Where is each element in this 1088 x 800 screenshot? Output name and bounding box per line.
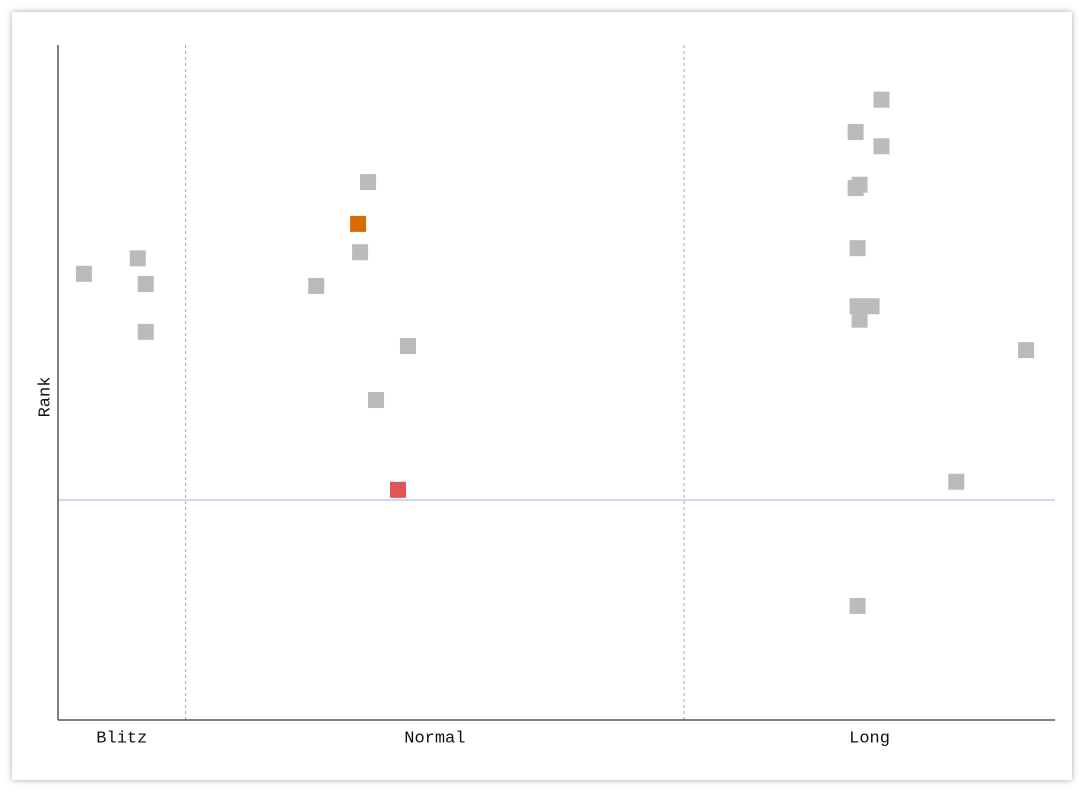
data-point [847, 124, 864, 141]
data-point [863, 298, 880, 315]
data-point [948, 473, 965, 490]
data-point [873, 91, 890, 108]
data-point [849, 240, 866, 257]
x-category-label: Normal [404, 729, 465, 748]
data-point [851, 311, 868, 328]
x-category-label: Blitz [96, 729, 147, 748]
y-axis-label: Rank [36, 377, 55, 418]
data-point [350, 215, 367, 232]
data-point [1018, 342, 1035, 359]
data-point [873, 138, 890, 155]
data-point [352, 244, 369, 261]
data-point [137, 275, 154, 292]
data-point [849, 298, 866, 315]
data-point [308, 277, 325, 294]
data-point [847, 180, 864, 197]
data-point [368, 392, 385, 409]
chart-card [12, 12, 1072, 780]
data-point [137, 323, 154, 340]
data-point [399, 338, 416, 355]
data-point [389, 481, 406, 498]
data-point [75, 265, 92, 282]
data-point [360, 174, 377, 191]
data-point [849, 597, 866, 614]
x-category-label: Long [849, 729, 890, 748]
data-point [129, 250, 146, 267]
